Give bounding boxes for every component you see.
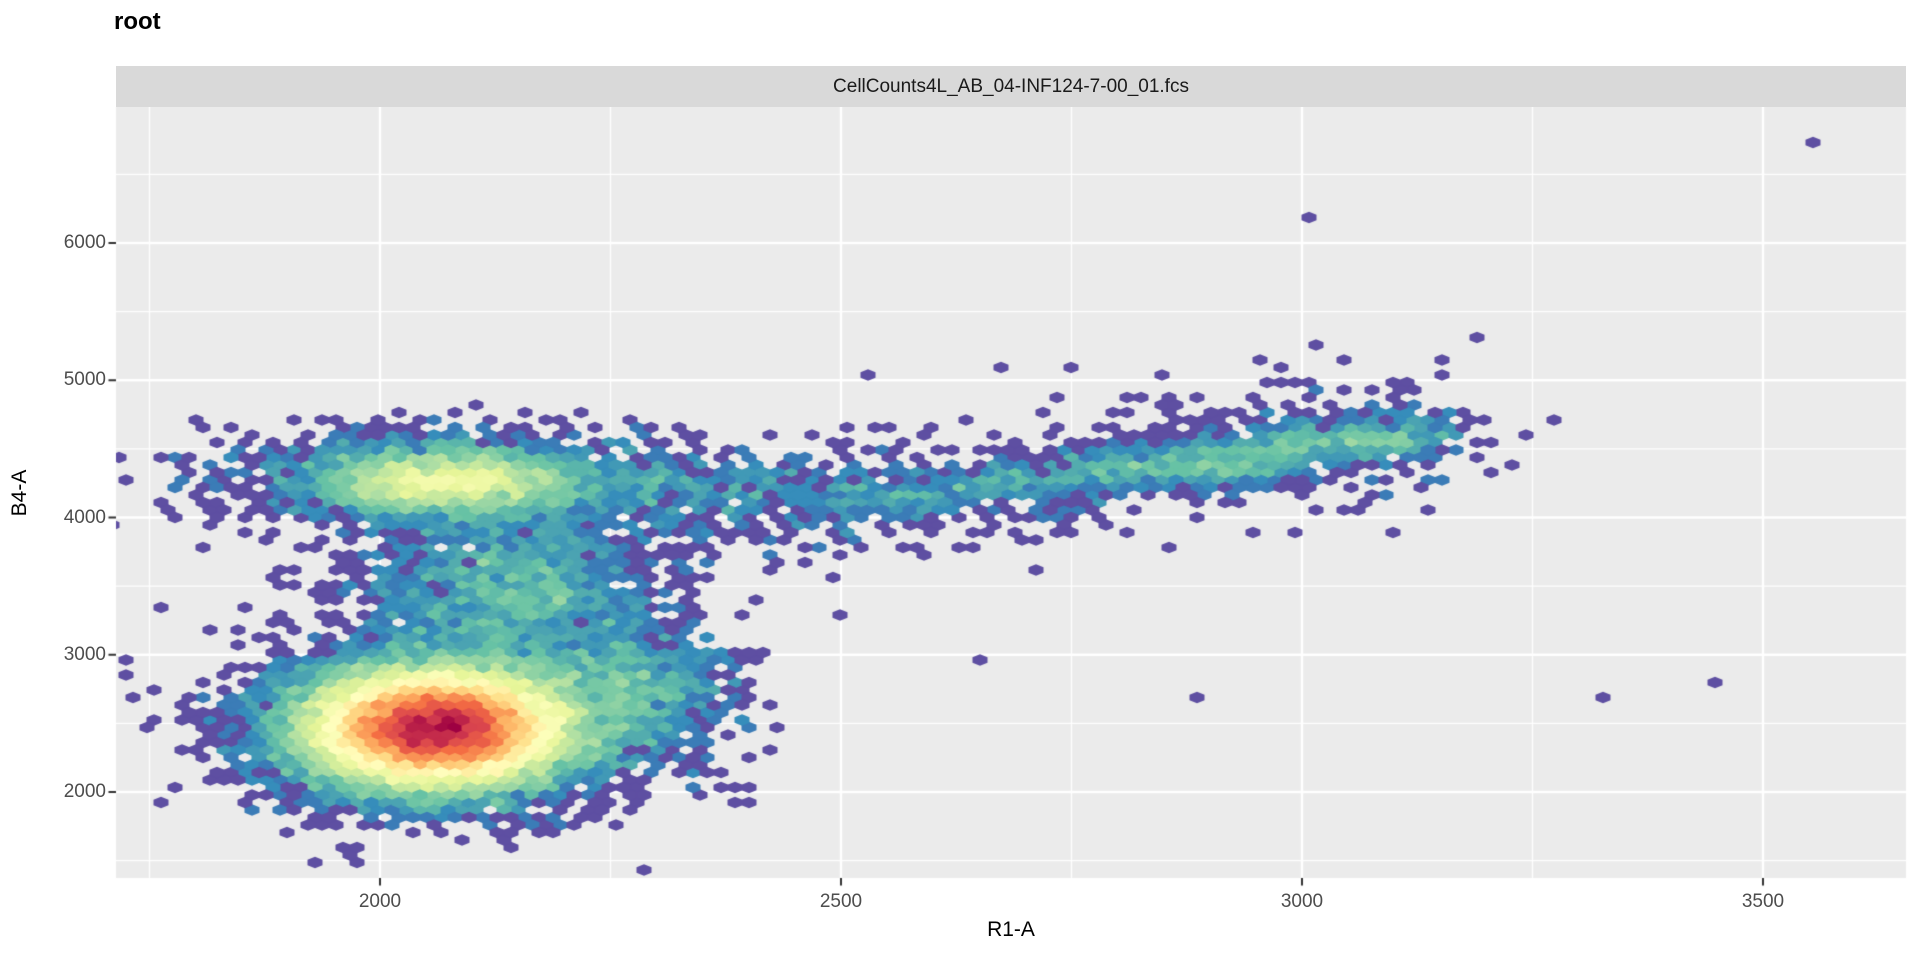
y-tick-label: 2000 [63, 781, 106, 802]
facet-strip-label: CellCounts4L_AB_04-INF124-7-00_01.fcs [833, 75, 1189, 97]
y-tick-label: 4000 [63, 506, 106, 528]
y-axis-title: B4-A [8, 469, 31, 516]
x-tick-label: 3500 [1741, 891, 1785, 912]
y-tick-label: 6000 [63, 232, 106, 253]
facet-strip: CellCounts4L_AB_04-INF124-7-00_01.fcs [116, 66, 1906, 107]
x-tick-label: 3000 [1280, 891, 1324, 912]
page-title: root [114, 8, 161, 35]
y-tick-label: 5000 [63, 369, 106, 391]
x-tick-label: 2000 [358, 891, 402, 912]
y-tick-label: 3000 [63, 643, 106, 665]
x-axis-title: R1-A [987, 918, 1035, 941]
x-tick-label: 2500 [819, 891, 863, 912]
